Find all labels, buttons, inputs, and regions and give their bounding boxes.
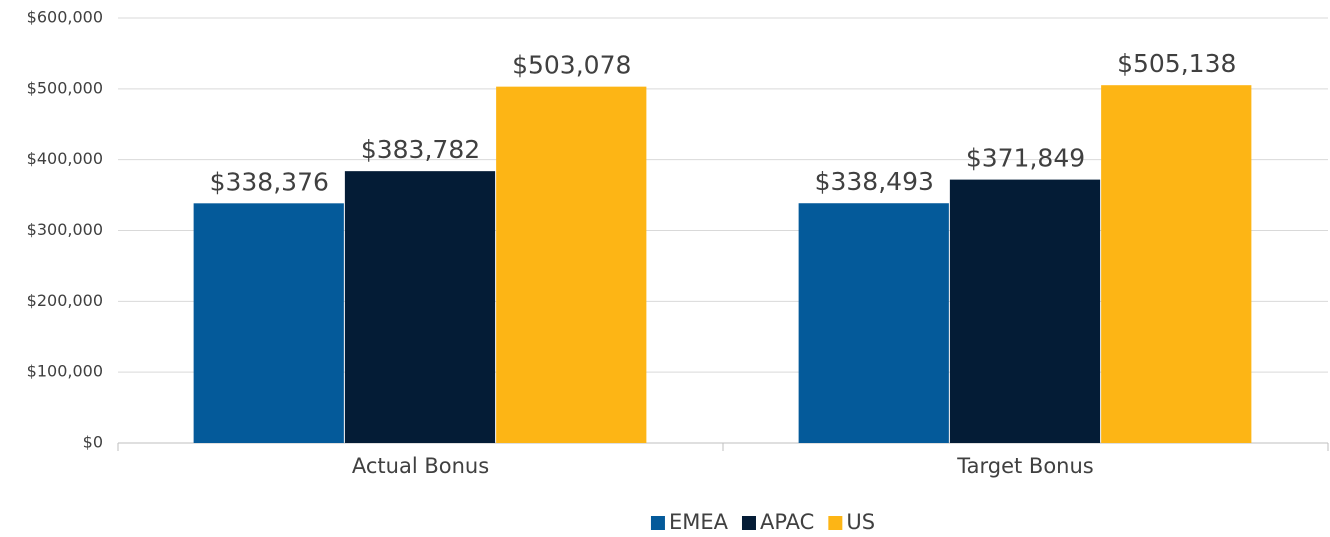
y-tick-label: $300,000 [27,220,103,239]
legend-swatch [741,516,756,530]
y-tick-label: $100,000 [27,362,103,381]
bar [344,171,496,443]
y-tick-label: $0 [83,433,103,452]
value-label: $371,849 [966,144,1085,173]
value-label: $503,078 [512,51,631,80]
legend-label: EMEA [669,510,729,534]
y-tick-label: $400,000 [27,149,103,168]
x-tick-label: Actual Bonus [352,454,489,478]
legend-swatch [828,516,843,530]
y-tick-label: $500,000 [27,78,103,97]
value-label: $383,782 [361,135,480,164]
bar [949,179,1101,443]
value-label: $338,493 [815,167,934,196]
y-tick-label: $600,000 [27,8,103,27]
bar [193,203,344,443]
legend-label: US [846,510,875,534]
bar [1101,85,1252,444]
legend-swatch [650,516,665,530]
value-label: $338,376 [210,167,329,196]
legend-label: APAC [760,510,814,534]
x-tick-label: Target Bonus [956,454,1093,478]
value-label: $505,138 [1117,49,1236,78]
y-tick-label: $200,000 [27,291,103,310]
bar [496,86,647,444]
bar [798,203,949,443]
